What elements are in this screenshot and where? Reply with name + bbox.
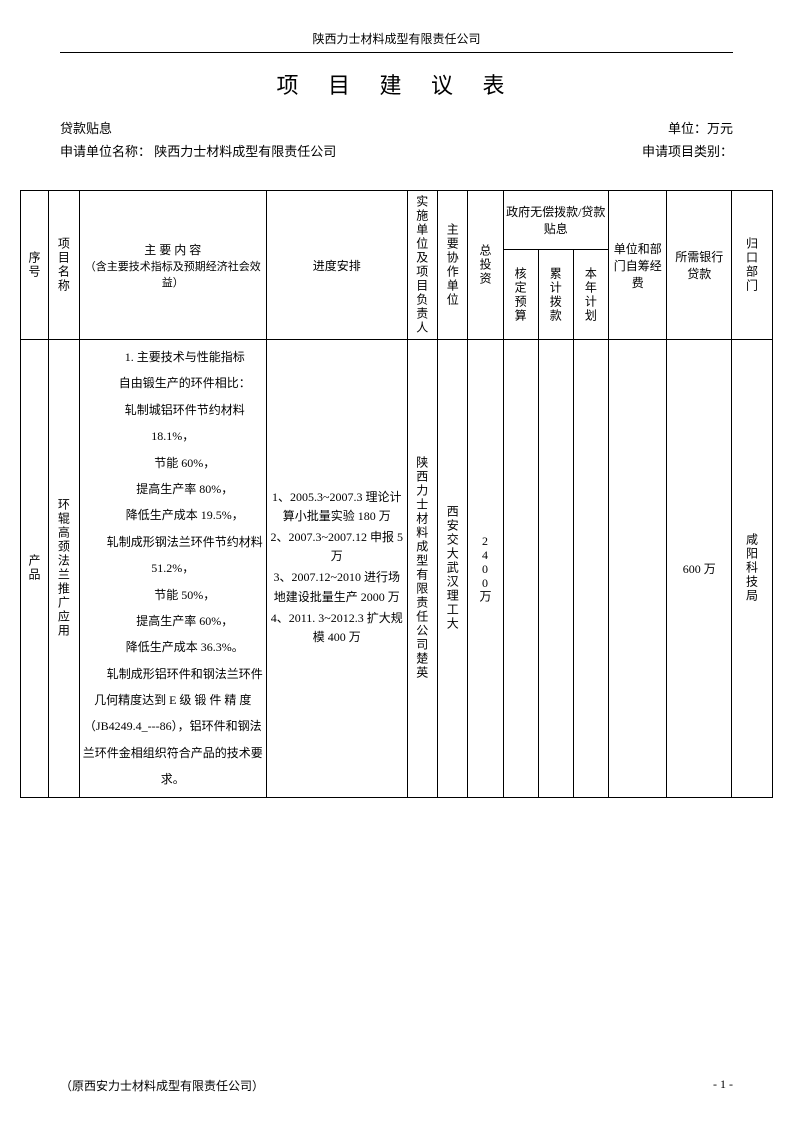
col-gov-a: 核定预算 <box>503 250 538 340</box>
schedule-item: 2、2007.3~2007.12 申报 5 万 <box>269 528 405 566</box>
cell-collaborator: 西安交大武汉理工大 <box>437 340 467 798</box>
cell-schedule: 1、2005.3~2007.3 理论计算小批量实验 180 万 2、2007.3… <box>266 340 407 798</box>
col-total-investment: 总投资 <box>468 191 503 340</box>
col-project-name: 项目名称 <box>49 191 79 340</box>
cell-content: 1. 主要技术与性能指标 自由锻生产的环件相比： 轧制城铝环件节约材料 18.1… <box>79 340 266 798</box>
content-line: 自由锻生产的环件相比： <box>82 370 264 396</box>
table-row: 产品 环辊高颈法兰推广应用 1. 主要技术与性能指标 自由锻生产的环件相比： 轧… <box>21 340 773 798</box>
col-content-main: 主 要 内 容 <box>82 241 264 258</box>
schedule-item: 4、2011. 3~2012.3 扩大规模 400 万 <box>269 609 405 647</box>
col-gov-b: 累计拨款 <box>538 250 573 340</box>
col-self-fund: 单位和部门自筹经费 <box>608 191 667 340</box>
content-line: 降低生产成本 36.3%。 <box>82 634 264 660</box>
header-divider <box>60 52 733 53</box>
schedule-item: 3、2007.12~2010 进行场地建设批量生产 2000 万 <box>269 568 405 606</box>
applicant-value: 陕西力士材料成型有限责任公司 <box>154 144 336 159</box>
proposal-table: 序号 项目名称 主 要 内 容 （含主要技术指标及预期经济社会效益） 进度安排 … <box>20 190 773 798</box>
loan-label: 贷款贴息 <box>60 118 112 137</box>
schedule-item: 1、2005.3~2007.3 理论计算小批量实验 180 万 <box>269 488 405 526</box>
col-schedule: 进度安排 <box>266 191 407 340</box>
content-line: 降低生产成本 19.5%， <box>82 502 264 528</box>
footer-right: - 1 - <box>713 1077 733 1094</box>
cell-project-name: 环辊高颈法兰推广应用 <box>49 340 79 798</box>
table-container: 序号 项目名称 主 要 内 容 （含主要技术指标及预期经济社会效益） 进度安排 … <box>20 190 773 798</box>
content-line: 提高生产率 60%， <box>82 608 264 634</box>
applicant-row: 申请单位名称： 陕西力士材料成型有限责任公司 <box>60 141 336 160</box>
col-collaborator: 主要协作单位 <box>437 191 467 340</box>
col-gov-c: 本年计划 <box>573 250 608 340</box>
content-line: 节能 60%， <box>82 450 264 476</box>
cell-gov-c <box>573 340 608 798</box>
cell-dept: 咸阳科技局 <box>731 340 772 798</box>
page-header-company: 陕西力士材料成型有限责任公司 <box>20 30 773 47</box>
col-bank-loan: 所需银行贷款 <box>667 191 731 340</box>
info-row-1: 贷款贴息 单位：万元 <box>60 118 733 137</box>
col-content: 主 要 内 容 （含主要技术指标及预期经济社会效益） <box>79 191 266 340</box>
cell-implementer: 陕西力士材料成型有限责任公司楚英 <box>407 340 437 798</box>
cell-gov-b <box>538 340 573 798</box>
cell-gov-a <box>503 340 538 798</box>
project-type-label: 申请项目类别： <box>642 141 733 160</box>
cell-total-investment: 2400万 <box>468 340 503 798</box>
unit-label: 单位：万元 <box>668 118 733 137</box>
info-row-2: 申请单位名称： 陕西力士材料成型有限责任公司 申请项目类别： <box>60 141 733 160</box>
page-footer: （原西安力士材料成型有限责任公司） - 1 - <box>0 1077 793 1094</box>
col-implementer: 实施单位及项目负责人 <box>407 191 437 340</box>
col-gov-group: 政府无偿拨款/贷款贴息 <box>503 191 608 250</box>
cell-seq: 产品 <box>21 340 49 798</box>
col-content-sub: （含主要技术指标及预期经济社会效益） <box>82 258 264 290</box>
content-line: 节能 50%， <box>82 582 264 608</box>
page-title: 项 目 建 议 表 <box>20 68 773 100</box>
content-line: 提高生产率 80%， <box>82 476 264 502</box>
footer-left: （原西安力士材料成型有限责任公司） <box>60 1077 264 1094</box>
col-dept: 归口部门 <box>731 191 772 340</box>
content-line: 1. 主要技术与性能指标 <box>82 344 264 370</box>
content-line: 轧制城铝环件节约材料 18.1%， <box>82 397 264 450</box>
cell-bank-loan: 600 万 <box>667 340 731 798</box>
content-line: 轧制成形钢法兰环件节约材料 51.2%， <box>82 529 264 582</box>
applicant-label: 申请单位名称： <box>60 144 151 159</box>
cell-self-fund <box>608 340 667 798</box>
content-line: 轧制成形铝环件和钢法兰环件几何精度达到 E 级 锻 件 精 度（JB4249.4… <box>82 661 264 793</box>
col-seq: 序号 <box>21 191 49 340</box>
